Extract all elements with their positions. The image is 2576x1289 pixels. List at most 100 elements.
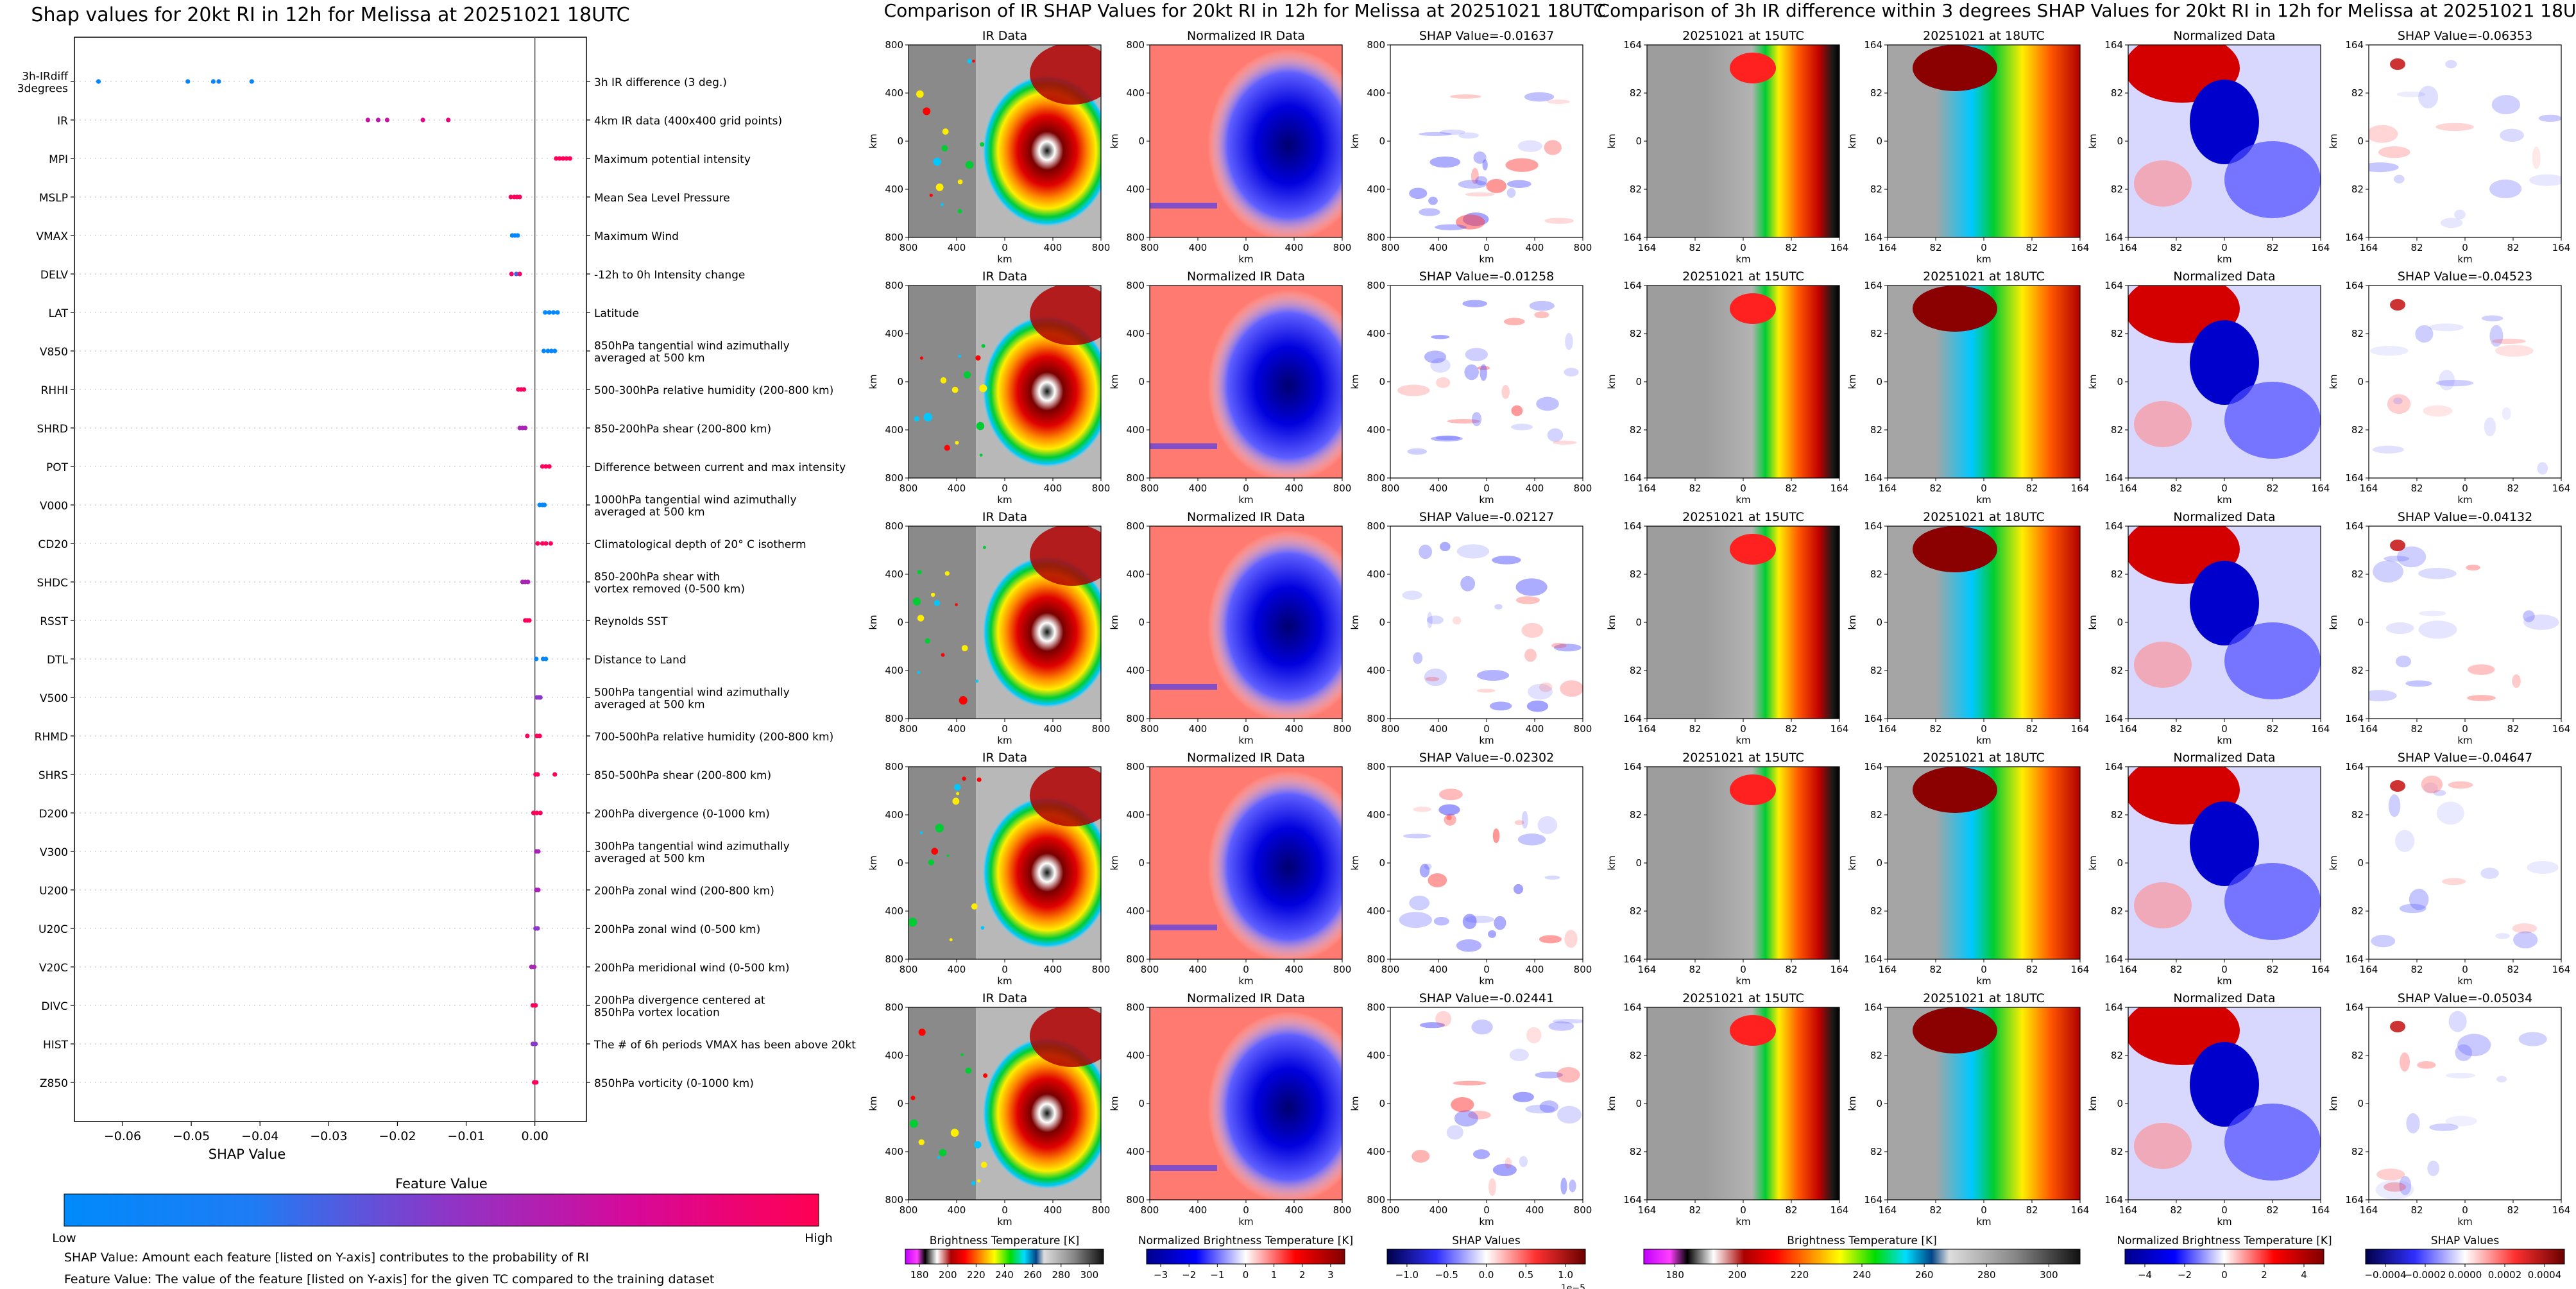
- y-tick-label: 400: [885, 184, 903, 195]
- dshap-hotspot: [2390, 1021, 2405, 1032]
- norm-cold-core: [1207, 530, 1342, 719]
- feature-description: Maximum Wind: [594, 230, 679, 243]
- y-axis-label: km: [1847, 615, 1858, 629]
- x-tick-label: 800: [1092, 482, 1111, 494]
- x-axis-label: km: [2217, 1216, 2231, 1227]
- x-tick-label: 0: [1243, 723, 1249, 735]
- y-tick-label: 400: [885, 424, 903, 436]
- shap-blob: [1511, 423, 1533, 431]
- y-tick-label: 164: [2345, 39, 2364, 51]
- shap-point: [535, 772, 540, 777]
- y-tick-label: 400: [1126, 809, 1145, 821]
- colorbar-tick-label: −4: [2138, 1269, 2152, 1281]
- convective-cell: [944, 571, 950, 576]
- convective-cell: [944, 445, 950, 451]
- x-tick-label: 400: [1526, 964, 1544, 975]
- y-tick-label: 0: [1876, 1098, 1882, 1109]
- y-tick-label: 800: [1126, 953, 1145, 965]
- colorbar-tick-label: 0.0002: [2488, 1269, 2522, 1281]
- y-tick-label: 164: [1623, 280, 1642, 291]
- colorbar-tick-label: 2: [1299, 1269, 1306, 1281]
- dshap-blob: [2495, 345, 2534, 357]
- diff-gradient: [1705, 45, 1839, 237]
- convective-cell: [979, 453, 983, 457]
- x-tick-label: 164: [1638, 964, 1657, 975]
- dshap-blob: [2418, 85, 2439, 108]
- y-tick-label: 82: [1630, 328, 1642, 339]
- panel-image: [2128, 45, 2321, 237]
- x-tick-label: 400: [948, 723, 966, 735]
- shap-blob: [1471, 412, 1482, 427]
- panel-image: [1390, 526, 1583, 719]
- dshap-blob: [2369, 124, 2398, 143]
- convective-cell: [916, 90, 924, 98]
- convective-cell: [980, 142, 985, 147]
- x-tick-label: 800: [1333, 964, 1352, 975]
- diff2-hotspot: [1913, 767, 1997, 813]
- panel-title: SHAP Value=-0.02441: [1419, 991, 1554, 1005]
- shap-point: [534, 810, 540, 815]
- x-axis-label: km: [1238, 1216, 1253, 1227]
- x-tick-label: 82: [2266, 1204, 2278, 1216]
- panel-title: Normalized Data: [2173, 269, 2275, 284]
- dshap-blob: [2455, 1044, 2473, 1061]
- y-tick-label: 400: [1126, 184, 1145, 195]
- colorbar-tick-label: 0.5: [1518, 1269, 1533, 1281]
- x-tick-label: 0: [1243, 482, 1249, 494]
- x-tick-label: 400: [948, 242, 966, 253]
- colorbar-tick-label: 2: [2261, 1269, 2267, 1281]
- x-tick-label: 800: [1333, 1204, 1352, 1216]
- panel-title: Normalized Data: [2173, 29, 2275, 43]
- dshap-blob: [2428, 323, 2464, 332]
- shap-blob: [1547, 99, 1570, 105]
- x-tick-label: 0: [2221, 723, 2228, 735]
- panel-title: SHAP Value=-0.01258: [1419, 269, 1554, 284]
- x-tick-label: 82: [2026, 964, 2038, 975]
- shap-point: [548, 541, 553, 546]
- panel-image: [908, 45, 1101, 237]
- dnorm-warm2: [2134, 882, 2192, 928]
- shap-blob: [1456, 939, 1482, 952]
- x-axis-label: SHAP Value: [209, 1147, 286, 1162]
- x-tick-label: 0: [1981, 1204, 1987, 1216]
- shap-point: [216, 79, 221, 84]
- dshap-hotspot: [2390, 780, 2405, 792]
- feature-description: 3h IR difference (3 deg.): [594, 76, 727, 89]
- feature-label: V850: [40, 346, 68, 359]
- feature-label: VMAX: [36, 230, 68, 243]
- feature-description: 700-500hPa relative humidity (200-800 km…: [594, 731, 833, 744]
- x-tick-label: 400: [1189, 242, 1207, 253]
- convective-cell: [965, 160, 974, 169]
- shap-blob: [1511, 405, 1523, 416]
- colorbar-title: Normalized Brightness Temperature [K]: [1138, 1234, 1353, 1247]
- cloud-top: [1030, 286, 1101, 345]
- convective-cell: [937, 1156, 941, 1159]
- x-tick-label: 82: [2026, 482, 2038, 494]
- dshap-blob: [2373, 560, 2403, 583]
- shap-background: [1390, 45, 1583, 237]
- x-tick-label: 800: [1381, 964, 1400, 975]
- feature-description: 200hPa zonal wind (0-500 km): [594, 923, 760, 936]
- feature-description: Climatological depth of 20° C isotherm: [594, 538, 806, 551]
- y-tick-label: 400: [1367, 905, 1385, 917]
- y-tick-label: 164: [2104, 761, 2123, 773]
- dnorm-cold2: [2224, 382, 2321, 459]
- shap-blob: [1488, 1178, 1496, 1196]
- diff2-hotspot: [1913, 286, 1997, 332]
- y-tick-label: 82: [1630, 568, 1642, 580]
- panel-title: SHAP Value=-0.04647: [2398, 751, 2532, 765]
- shap-blob: [1512, 1091, 1534, 1102]
- y-tick-label: 164: [2104, 1002, 2123, 1013]
- x-tick-label: 800: [1381, 242, 1400, 253]
- y-tick-label: 82: [1870, 328, 1882, 339]
- diff-gradient: [1705, 286, 1839, 478]
- y-tick-label: 0: [1876, 857, 1882, 869]
- feature-description: 850-200hPa shear (200-800 km): [594, 423, 771, 436]
- x-tick-label: 400: [1189, 482, 1207, 494]
- shap-blob: [1464, 364, 1479, 380]
- panel-image: [1390, 1007, 1583, 1200]
- y-tick-label: 164: [2345, 472, 2364, 484]
- y-tick-label: 400: [1126, 568, 1145, 580]
- shap-point: [564, 156, 569, 161]
- x-axis-label: km: [1976, 735, 1991, 746]
